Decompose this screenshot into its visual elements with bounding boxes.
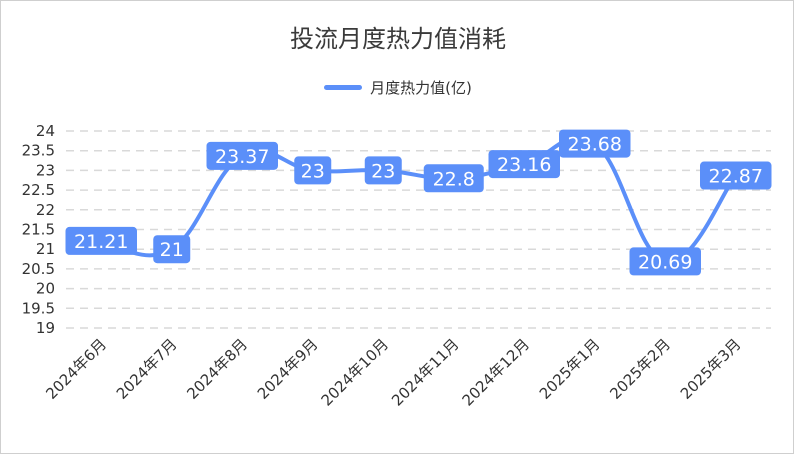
chart-title: 投流月度热力值消耗 (290, 25, 506, 53)
x-tick-label: 2024年6月 (42, 335, 110, 403)
y-tick-label: 20.5 (22, 260, 55, 278)
data-label: 21.21 (74, 231, 128, 253)
data-label: 20.69 (638, 251, 692, 273)
x-tick-label: 2025年2月 (606, 335, 674, 403)
legend-line-swatch (324, 84, 363, 90)
data-label-box (294, 156, 332, 185)
x-tick-label: 2024年12月 (459, 335, 533, 409)
data-label-box (423, 164, 484, 193)
series-line (99, 135, 738, 264)
data-label: 23 (301, 160, 325, 182)
data-label-box (206, 141, 278, 170)
y-tick-label: 22 (36, 201, 55, 219)
legend-label: 月度热力值(亿) (370, 78, 472, 97)
data-label: 21 (160, 239, 184, 261)
x-tick-label: 2025年1月 (536, 335, 604, 403)
y-tick-label: 19 (36, 319, 55, 337)
x-tick-label: 2024年8月 (183, 335, 251, 403)
data-label: 23 (371, 160, 395, 182)
x-tick-label: 2024年10月 (318, 335, 392, 409)
y-tick-label: 24 (36, 122, 55, 140)
y-tick-label: 23 (36, 161, 55, 179)
data-label: 23.16 (497, 154, 551, 176)
data-label-box (629, 247, 701, 276)
data-label: 22.8 (433, 168, 475, 190)
data-label: 23.37 (215, 146, 269, 168)
data-label-box (153, 235, 191, 264)
x-tick-label: 2024年9月 (254, 335, 322, 403)
data-label-box (364, 156, 402, 185)
y-tick-label: 20 (36, 280, 55, 298)
x-tick-label: 2024年11月 (388, 335, 462, 409)
x-tick-label: 2025年3月 (677, 335, 745, 403)
y-tick-label: 21 (36, 240, 55, 258)
y-tick-label: 23.5 (22, 142, 55, 160)
data-label-box (488, 150, 560, 179)
x-tick-label: 2024年7月 (113, 335, 181, 403)
y-tick-label: 21.5 (22, 221, 55, 239)
data-label-box (559, 129, 631, 158)
data-label-box (700, 161, 772, 190)
data-label-box (65, 226, 137, 255)
y-tick-label: 22.5 (22, 181, 55, 199)
legend[interactable]: 月度热力值(亿) (1, 77, 794, 97)
data-label: 22.87 (709, 166, 763, 188)
y-tick-label: 19.5 (22, 299, 55, 317)
data-label: 23.68 (568, 134, 622, 156)
